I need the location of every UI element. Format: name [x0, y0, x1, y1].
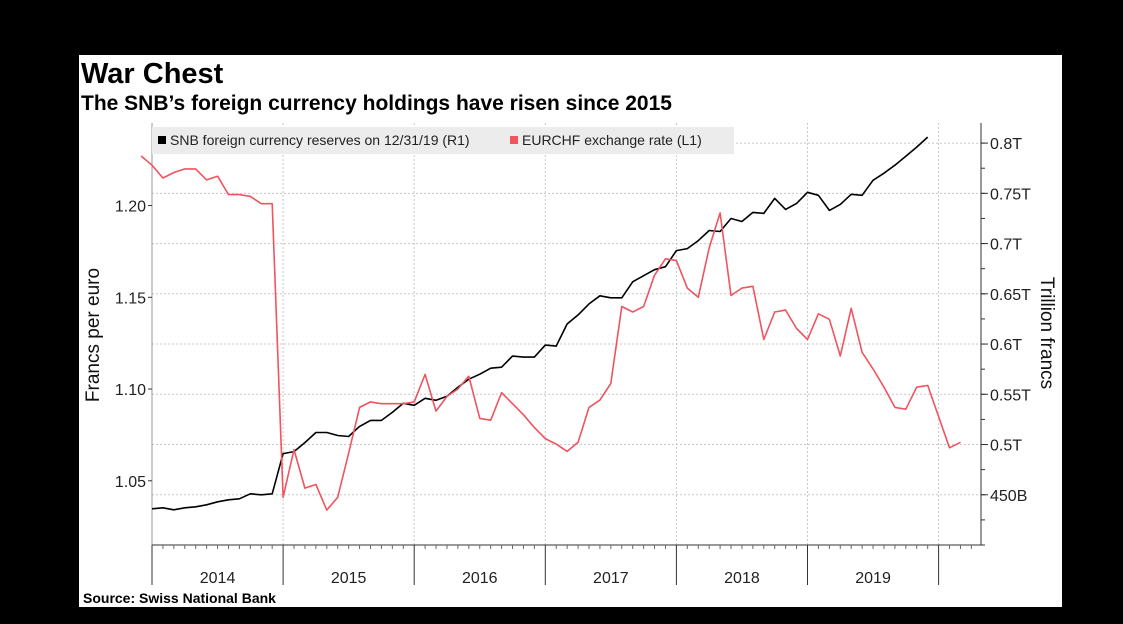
right-tick-label: 0.7T: [990, 237, 1022, 254]
right-tick-label: 0.6T: [990, 337, 1022, 354]
right-tick-label: 0.65T: [990, 287, 1031, 304]
left-tick-label: 1.20: [115, 199, 146, 216]
chart-title: War Chest: [81, 58, 224, 90]
legend: SNB foreign currency reserves on 12/31/1…: [152, 127, 734, 154]
x-tick-label: 2014: [200, 570, 236, 587]
right-axis-title: Trillion francs: [1036, 277, 1057, 389]
line-chart: 1.05 1.10 1.15 1.20 450B 0.5T 0.55T 0.6T 0.65T 0.…: [83, 123, 1057, 587]
chart-subtitle: The SNB’s foreign currency holdings have…: [81, 92, 672, 115]
legend-background: [152, 127, 734, 154]
right-tick-label: 0.8T: [990, 136, 1022, 153]
x-tick-label: 2017: [593, 570, 629, 587]
left-tick-label: 1.10: [115, 382, 146, 399]
right-tick-label: 0.75T: [990, 186, 1031, 203]
x-tick-label: 2019: [855, 570, 891, 587]
eurchf-line: [140, 155, 961, 511]
x-tick-label: 2016: [462, 570, 498, 587]
legend-label: SNB foreign currency reserves on 12/31/1…: [170, 132, 470, 148]
series-lines: [140, 136, 961, 511]
legend-label: EURCHF exchange rate (L1): [522, 132, 702, 148]
left-axis-title: Francs per euro: [83, 268, 104, 402]
right-tick-label: 0.5T: [990, 438, 1022, 455]
x-tick-label: 2018: [724, 570, 760, 587]
source-note: Source: Swiss National Bank: [83, 590, 276, 606]
axes: 1.05 1.10 1.15 1.20 450B 0.5T 0.55T 0.6T 0.65T 0.…: [115, 123, 1031, 587]
x-tick-label: 2015: [331, 570, 367, 587]
legend-swatch: [510, 136, 518, 144]
left-tick-label: 1.05: [115, 474, 146, 491]
left-tick-label: 1.15: [115, 290, 146, 307]
legend-swatch: [158, 136, 166, 144]
chart-panel: War Chest The SNB’s foreign currency hol…: [79, 55, 1062, 607]
right-tick-label: 0.55T: [990, 387, 1031, 404]
right-tick-label: 450B: [990, 488, 1027, 505]
